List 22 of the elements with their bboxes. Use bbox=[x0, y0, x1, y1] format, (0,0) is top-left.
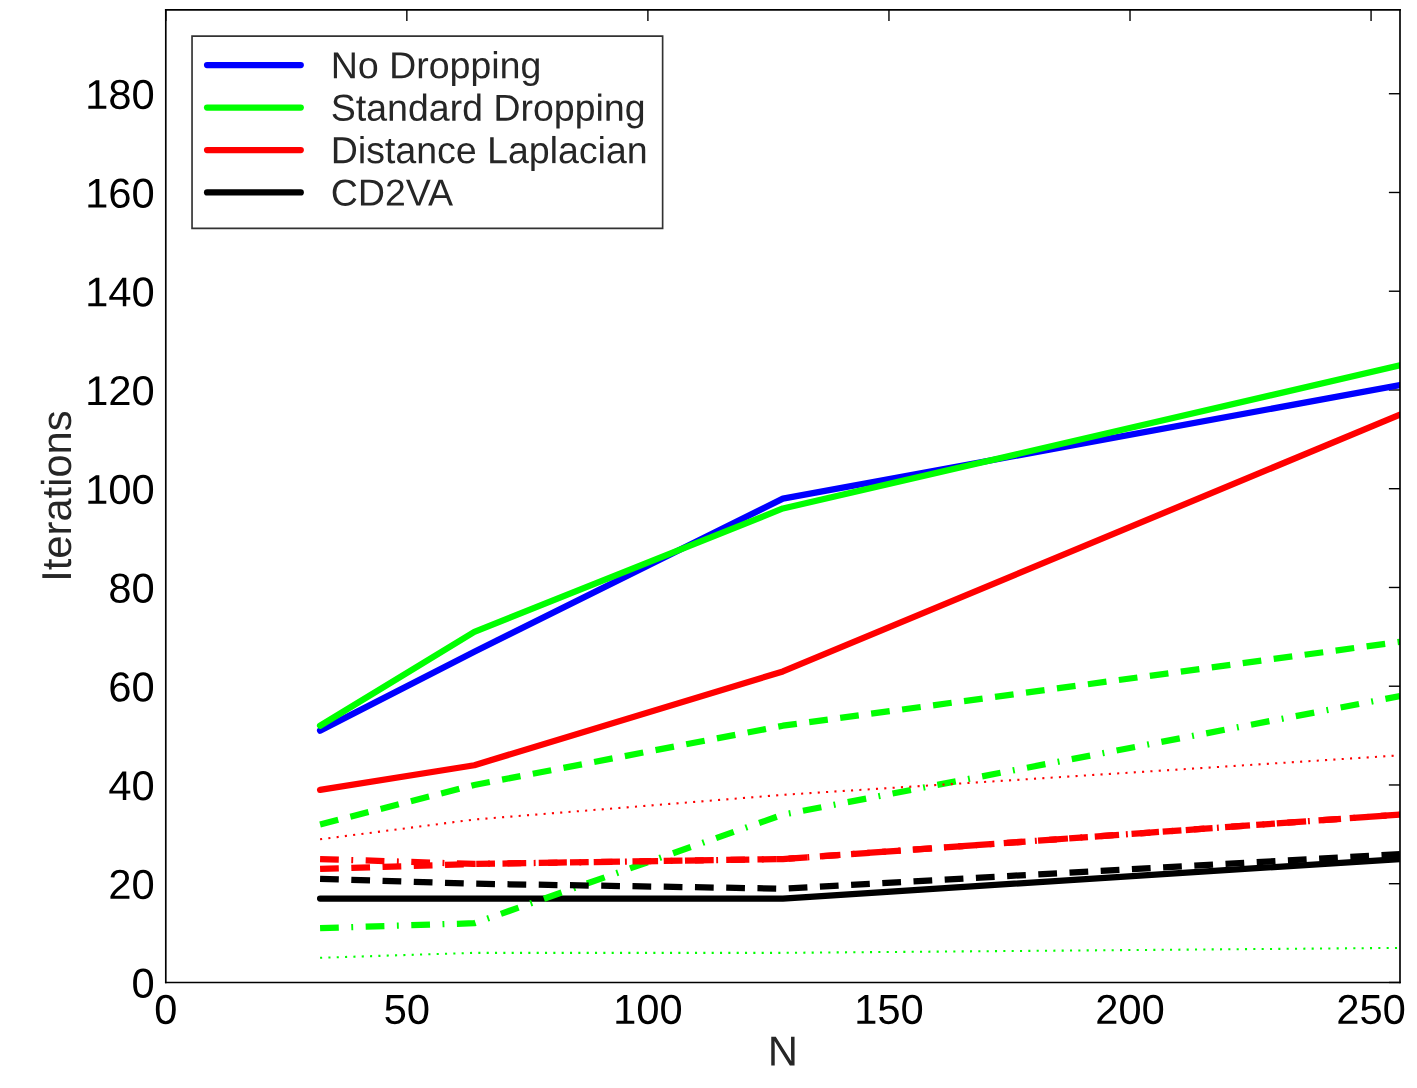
legend-label: CD2VA bbox=[332, 179, 453, 206]
legend-label: No Dropping bbox=[333, 51, 539, 86]
y-tick-label: 180 bbox=[88, 79, 154, 110]
y-tick-label: 0 bbox=[133, 968, 154, 998]
legend-label: Distance Laplacian bbox=[333, 135, 646, 171]
y-tick-label: 80 bbox=[110, 573, 154, 603]
x-tick-label: 200 bbox=[1097, 994, 1164, 1025]
x-tick-label: 100 bbox=[616, 994, 682, 1025]
x-tick-label: 0 bbox=[155, 994, 176, 1025]
y-tick-label: 100 bbox=[88, 474, 154, 505]
y-tick-label: 120 bbox=[88, 375, 154, 406]
y-tick-label: 140 bbox=[88, 277, 154, 307]
x-tick-label: 150 bbox=[857, 994, 923, 1025]
y-tick-label: 60 bbox=[110, 672, 154, 702]
y-tick-label: 160 bbox=[88, 178, 154, 208]
y-tick-label: 40 bbox=[109, 770, 154, 801]
x-axis-title: N bbox=[771, 1036, 795, 1066]
x-tick-label: 50 bbox=[385, 994, 429, 1025]
y-axis-title: Iterations bbox=[40, 411, 72, 578]
y-tick-label: 20 bbox=[110, 869, 154, 900]
x-tick-label: 250 bbox=[1338, 994, 1405, 1025]
legend-label: Standard Dropping bbox=[332, 93, 644, 129]
